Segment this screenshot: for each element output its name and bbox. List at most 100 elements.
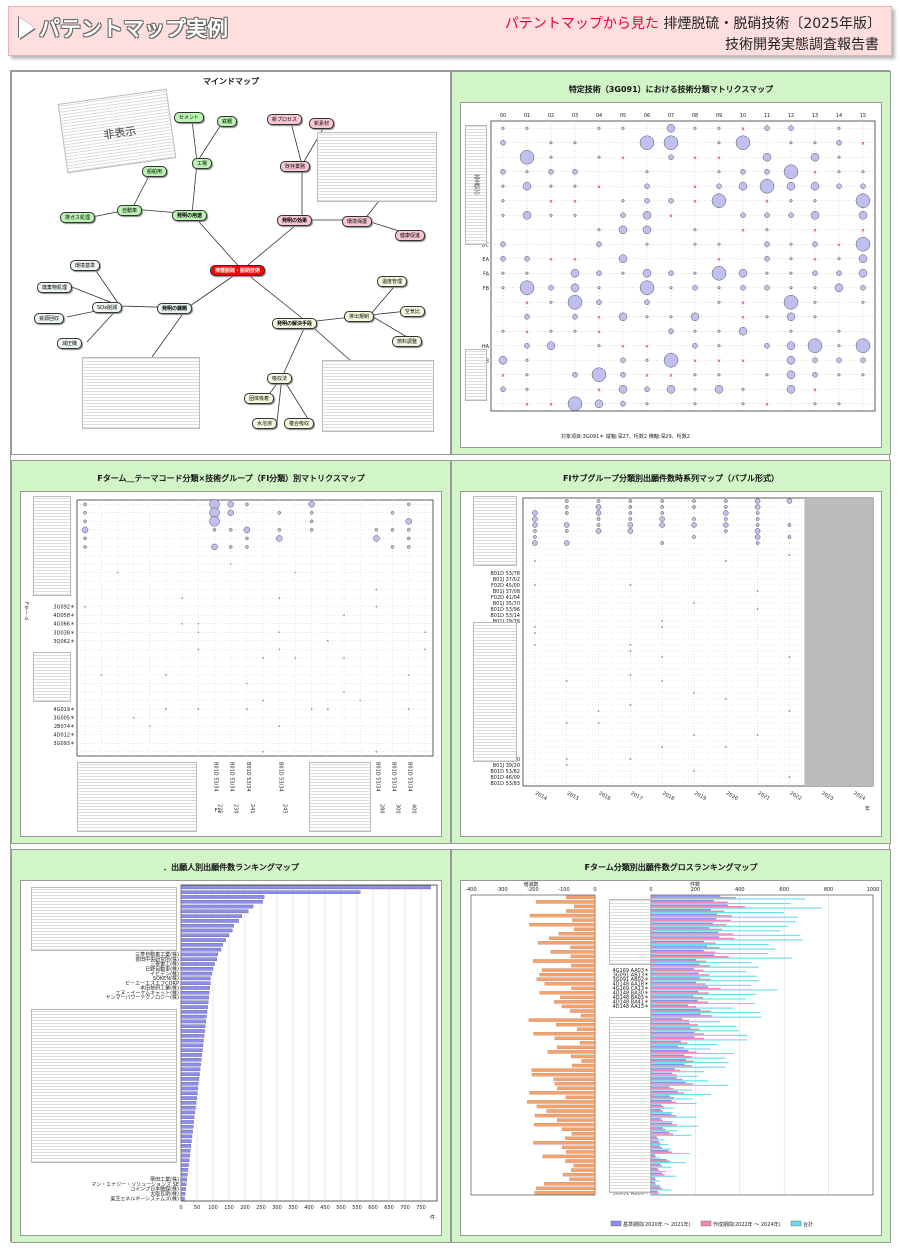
mindmap-node[interactable]: 新プロセス	[267, 114, 303, 125]
ts-row-label: B01D 53/82	[490, 769, 520, 775]
gross-delta-bar	[580, 1013, 596, 1018]
gross-left-tick: -100	[558, 887, 569, 893]
mindmap-node[interactable]: 新素材	[309, 118, 335, 129]
header-title-text: パテントマップ実例	[39, 17, 228, 41]
matrix1-bubble	[789, 257, 793, 261]
matrix1-row-label: FB	[483, 286, 490, 292]
matrix1-cross: ×	[549, 199, 553, 205]
gross-current-bar	[651, 1110, 664, 1113]
matrix1-bubble	[786, 182, 796, 191]
matrix2-bubble	[373, 535, 380, 542]
mindmap-node[interactable]: 健康促進	[395, 230, 426, 241]
matrix1-bubble	[644, 299, 650, 305]
matrix1-bubble	[738, 327, 748, 336]
mindmap-node[interactable]: 温度管理	[377, 276, 408, 287]
mindmap-node[interactable]: 船舶用	[142, 166, 168, 177]
gross-total-bar	[651, 1007, 733, 1009]
gross-current-bar	[651, 960, 707, 963]
mindmap-node[interactable]: 水溶液	[252, 418, 278, 429]
gross-total-bar	[651, 1180, 660, 1182]
ranking-bar	[180, 895, 265, 899]
mindmap-center-node[interactable]: 排煙脱硫・脱硝技術	[210, 265, 266, 276]
matrix1-col-label: 09	[716, 113, 722, 119]
mindmap-node[interactable]: 空気比	[400, 306, 426, 317]
matrix1-cross: ×	[669, 213, 673, 219]
ranking-bar	[180, 1182, 187, 1186]
mindmap-node[interactable]: 自動車	[117, 205, 143, 216]
matrix1-bubble	[813, 300, 817, 304]
matrix2-col-num: 241	[249, 804, 255, 814]
ranking-xtick: 650	[384, 1205, 394, 1211]
mindmap-node[interactable]: 吸収法	[267, 373, 293, 384]
matrix1-cross: ×	[861, 141, 865, 147]
ranking-bar	[180, 986, 211, 990]
mindmap-node[interactable]: 廃棄物処理	[37, 282, 73, 293]
matrix1-cross: ×	[813, 387, 817, 393]
hidden-area	[473, 622, 517, 762]
mindmap-node[interactable]: セメント	[174, 112, 204, 123]
mindmap-node[interactable]: SOx削減	[92, 302, 123, 313]
gross-delta-bar	[554, 1036, 596, 1040]
ts-dot	[534, 626, 536, 628]
ranking-bar	[180, 1158, 190, 1163]
mindmap-node[interactable]: 資源回収	[34, 313, 65, 324]
matrix1-bubble	[500, 241, 506, 247]
matrix2-dot	[246, 682, 248, 685]
matrix2-dot	[262, 656, 264, 659]
gross-delta-bar	[542, 1154, 596, 1159]
mindmap-node[interactable]: 発明の課題	[157, 303, 193, 314]
matrix1-bubble	[738, 269, 748, 278]
gross-delta-bar	[535, 900, 596, 904]
gross-current-bar	[651, 1101, 677, 1103]
matrix1-cross: ×	[741, 315, 745, 321]
mindmap-node[interactable]: 工場	[192, 158, 213, 169]
mindmap-node[interactable]: 減圧機	[57, 338, 83, 349]
gross-base-bar	[651, 1049, 689, 1052]
mindmap-node[interactable]: 複合吸収	[284, 418, 315, 429]
gross-base-bar	[651, 963, 700, 966]
gross-current-bar	[651, 1115, 677, 1117]
ts-year-label: 2015	[566, 791, 580, 803]
matrix1-bubble	[519, 150, 535, 165]
ts-row-label: B01D 53/83	[490, 781, 520, 787]
mindmap-node[interactable]: 発明の用途	[172, 210, 208, 221]
matrix1-row-label: HA	[482, 344, 490, 350]
matrix1-bubble	[498, 356, 508, 365]
mindmap-node[interactable]: 排ガス処理	[60, 212, 96, 223]
mindmap-node[interactable]: 環境基準	[70, 260, 101, 271]
matrix1-bubble	[692, 343, 698, 349]
ranking-bar	[180, 1101, 197, 1105]
gross-delta-bar	[539, 972, 596, 977]
gross-current-bar	[651, 901, 728, 903]
mindmap-node[interactable]: 排出規制	[344, 311, 375, 322]
mindmap-node[interactable]: 発明の効果	[277, 215, 313, 226]
mindmap-node[interactable]: 燃料調整	[392, 336, 423, 347]
gross-right-tick: 800	[824, 887, 834, 893]
gross-delta-bar	[529, 1091, 596, 1095]
gross-delta-bar	[571, 1063, 596, 1068]
gross-base-bar	[651, 999, 698, 1002]
ts-row-label: B01D 53/14	[490, 613, 520, 619]
gross-delta-bar	[570, 945, 596, 950]
gross-name: 4G169 AA03＊	[612, 968, 649, 974]
gross-base-bar	[651, 1149, 669, 1152]
ts-bubble	[660, 541, 664, 545]
mindmap-node[interactable]: 鉄鋼	[217, 116, 238, 127]
mindmap-node[interactable]: 固体吸着	[244, 393, 275, 404]
gross-delta-bar	[534, 1191, 596, 1195]
gross-name: 4D148 BA03＊	[613, 995, 649, 1001]
gross-total-bar	[651, 966, 759, 968]
mindmap-node[interactable]: 既存業務	[280, 161, 311, 172]
gross-total-bar	[651, 921, 797, 923]
matrix1-cross: ×	[765, 402, 769, 408]
mindmap-node[interactable]: 発明の解決手段	[272, 318, 318, 329]
ranking-xtick: 300	[272, 1205, 282, 1211]
ts-bubble	[754, 498, 761, 504]
matrix2-dot	[424, 631, 426, 634]
gross-current-bar	[651, 996, 704, 999]
ts-bubble	[596, 499, 601, 503]
ranking-bar	[180, 1139, 192, 1143]
mindmap-node[interactable]: 環境保護	[342, 216, 373, 227]
ranking-xtick: 100	[208, 1205, 218, 1211]
matrix2-dot	[375, 750, 378, 753]
